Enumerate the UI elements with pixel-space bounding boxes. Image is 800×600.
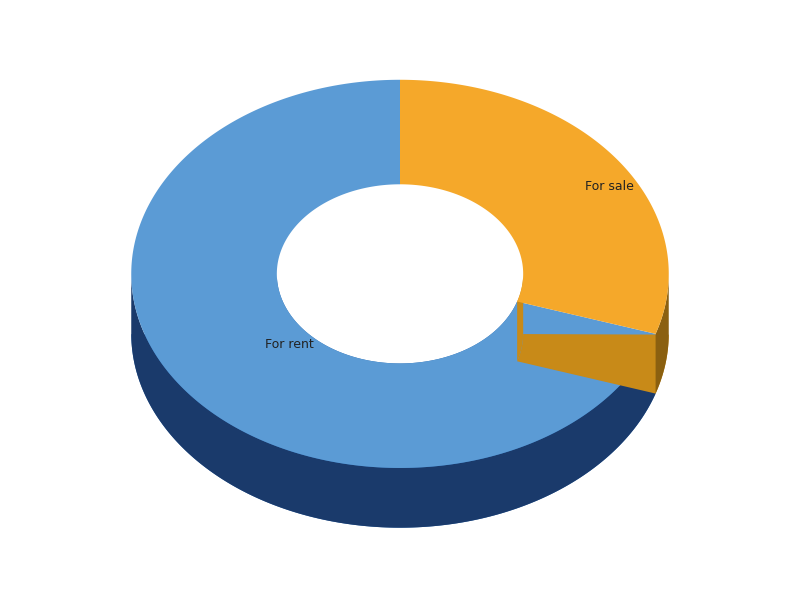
Polygon shape (131, 334, 655, 527)
Polygon shape (131, 274, 655, 527)
Text: For sale: For sale (585, 180, 634, 193)
Polygon shape (400, 80, 669, 334)
Polygon shape (517, 274, 523, 361)
Text: For rent: For rent (266, 338, 314, 351)
Polygon shape (517, 334, 669, 394)
Polygon shape (277, 274, 517, 423)
Polygon shape (131, 80, 655, 468)
Polygon shape (655, 275, 669, 394)
